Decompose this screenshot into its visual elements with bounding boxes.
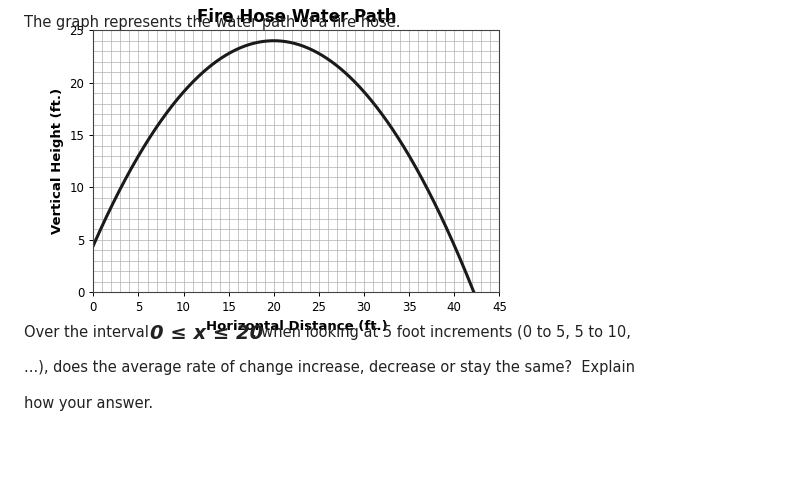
Text: Over the interval: Over the interval <box>24 325 153 340</box>
Text: , when looking at 5 foot increments (0 to 5, 5 to 10,: , when looking at 5 foot increments (0 t… <box>251 325 630 340</box>
Text: how your answer.: how your answer. <box>24 396 153 411</box>
X-axis label: Horizontal Distance (ft.): Horizontal Distance (ft.) <box>205 320 387 333</box>
Text: The graph represents the water path of a fire hose.: The graph represents the water path of a… <box>24 15 401 30</box>
Text: 0 ≤ x ≤ 20: 0 ≤ x ≤ 20 <box>150 324 263 343</box>
Title: Fire Hose Water Path: Fire Hose Water Path <box>196 8 396 26</box>
Y-axis label: Vertical Height (ft.): Vertical Height (ft.) <box>51 88 64 234</box>
Text: ...), does the average rate of change increase, decrease or stay the same?  Expl: ...), does the average rate of change in… <box>24 360 634 375</box>
